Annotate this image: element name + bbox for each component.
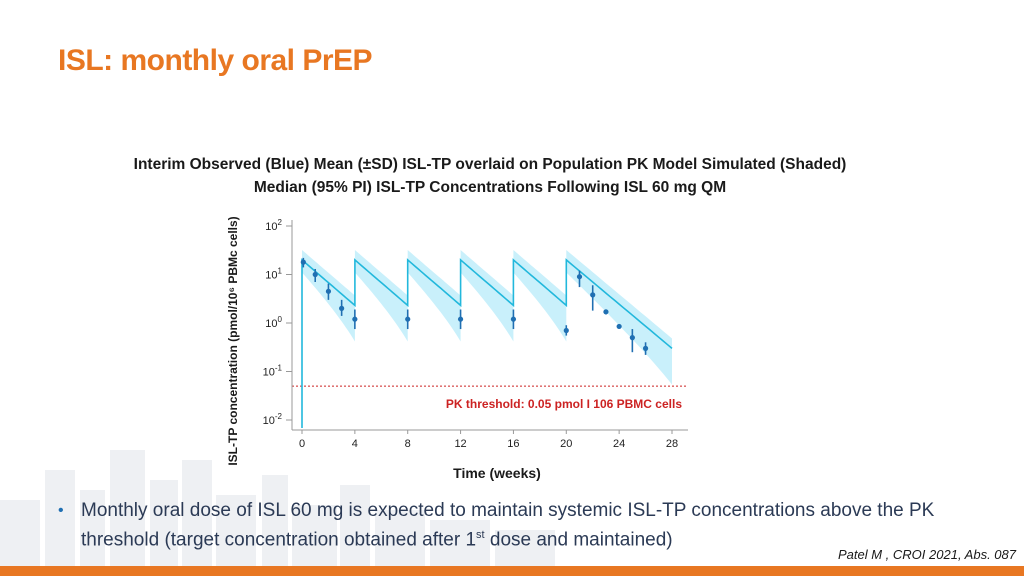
observed-point <box>629 334 635 341</box>
y-tick-label: 100 <box>265 315 282 330</box>
pk-threshold-label: PK threshold: 0.05 pmol I 106 PBMC cells <box>446 397 682 411</box>
city-skyline-watermark <box>0 450 555 570</box>
observed-point <box>457 316 464 322</box>
x-tick-label: 28 <box>666 438 678 450</box>
bullet-dot-icon: • <box>58 502 64 519</box>
observed-point <box>616 323 622 330</box>
bullet-text-main: Monthly oral dose of ISL 60 mg is expect… <box>81 500 935 551</box>
bottom-accent-bar <box>0 566 1024 576</box>
y-tick-label: 101 <box>265 267 282 282</box>
model-95pi-band <box>302 250 672 385</box>
y-tick-label: 10-2 <box>263 412 283 427</box>
x-tick-label: 4 <box>352 438 358 450</box>
chart-subtitle-line1: Interim Observed (Blue) Mean (±SD) ISL-T… <box>133 156 847 173</box>
x-tick-label: 0 <box>299 438 305 450</box>
observed-point <box>510 316 517 322</box>
y-axis-label: ISL-TP concentration (pmol/10⁶ PBMc cell… <box>226 216 240 465</box>
bullet-superscript: st <box>476 529 485 541</box>
observed-point <box>603 309 609 315</box>
x-tick-label: 20 <box>560 438 572 450</box>
bullet-point: • Monthly oral dose of ISL 60 mg is expe… <box>58 498 958 552</box>
observed-point <box>300 259 306 265</box>
observed-point <box>642 345 649 351</box>
bullet-text: Monthly oral dose of ISL 60 mg is expect… <box>81 498 958 552</box>
citation: Patel M , CROI 2021, Abs. 087 <box>838 547 1016 562</box>
bullet-text-end: dose and maintained) <box>484 529 673 551</box>
observed-point <box>352 316 358 322</box>
x-tick-label: 8 <box>405 438 411 450</box>
x-tick-label: 24 <box>613 438 625 450</box>
slide-title: ISL: monthly oral PrEP <box>58 44 373 77</box>
x-tick-label: 16 <box>507 438 519 450</box>
y-tick-label: 102 <box>265 218 282 233</box>
chart-subtitle-line2: Median (95% PI) ISL-TP Concentrations Fo… <box>253 179 727 196</box>
y-tick-label: 10-1 <box>263 364 283 379</box>
observed-point <box>325 288 332 294</box>
observed-point <box>590 292 596 298</box>
observed-point <box>576 274 583 280</box>
observed-point <box>339 305 345 312</box>
observed-point <box>405 316 411 322</box>
observed-point <box>563 327 569 334</box>
observed-point <box>312 271 318 278</box>
model-median-line <box>301 258 673 428</box>
x-tick-label: 12 <box>454 438 466 450</box>
x-axis-label: Time (weeks) <box>453 465 541 481</box>
